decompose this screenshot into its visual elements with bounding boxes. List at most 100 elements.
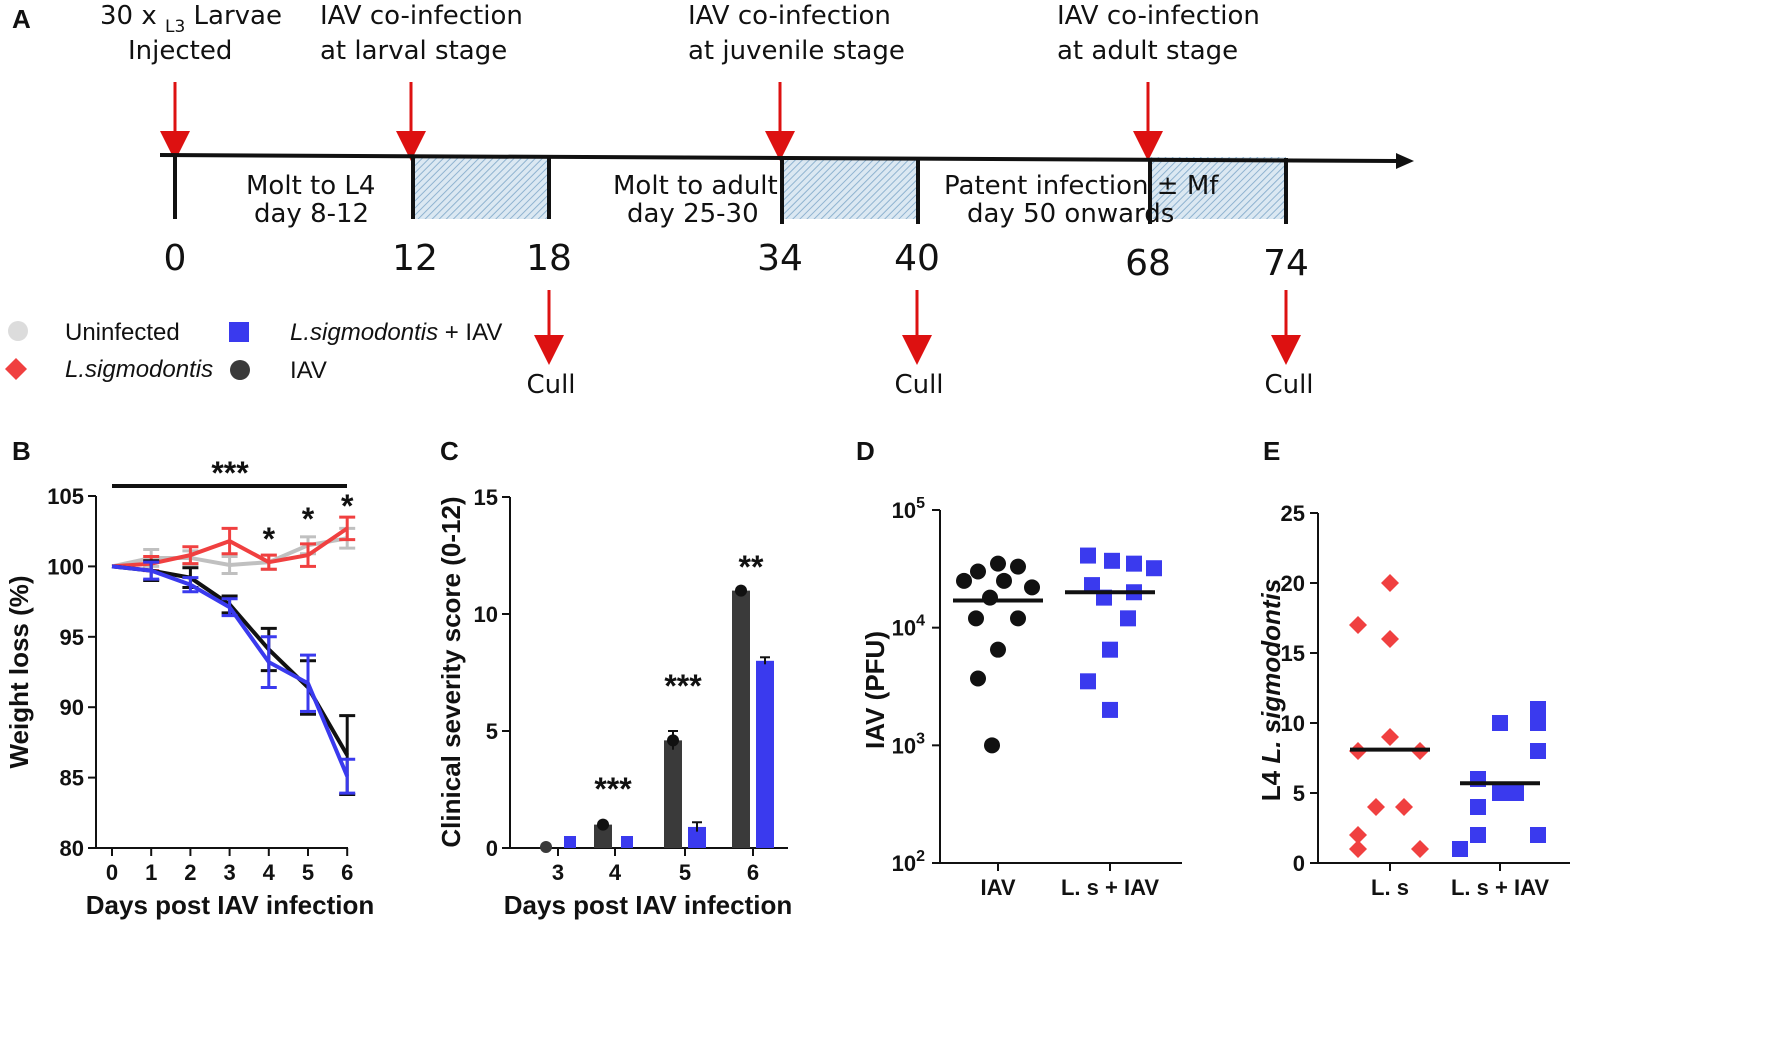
timeline-arrowhead <box>1396 153 1414 169</box>
segment1-line1: Molt to L4 <box>246 171 375 201</box>
b-series-iav <box>111 559 356 796</box>
e-point-ls <box>1349 840 1367 858</box>
d-point-ls-iav <box>1080 547 1096 564</box>
b-y-tick-label: 90 <box>60 695 84 720</box>
e-y-tick-label: 5 <box>1293 781 1305 806</box>
coinfection-adult-line2: at adult stage <box>1057 36 1238 66</box>
coinfection-juvenile-line2: at juvenile stage <box>688 36 905 66</box>
c-bar-ls-iav <box>688 826 706 848</box>
d-point-iav <box>990 641 1006 658</box>
e-points <box>1349 574 1546 858</box>
e-point-ls <box>1381 574 1399 592</box>
c-y-tick-label: 15 <box>474 485 498 510</box>
b-significance-star: * <box>302 501 315 537</box>
d-point-ls-iav <box>1102 701 1118 718</box>
c-significance-star: *** <box>664 668 702 704</box>
coinfection-adult-line1: IAV co-infection <box>1057 1 1260 31</box>
c-bar-ls-iav <box>756 660 774 848</box>
c-x-tick-label: 3 <box>552 860 564 885</box>
window-juvenile <box>782 157 918 219</box>
e-point-ls <box>1381 630 1399 648</box>
e-y-tick-label: 25 <box>1281 501 1305 526</box>
segment2-line2: day 25-30 <box>627 199 759 229</box>
day-label-18: 18 <box>526 238 572 279</box>
d-x-tick-label: IAV <box>980 875 1015 900</box>
c-bar-iav <box>594 824 612 848</box>
b-x-tick-label: 6 <box>341 860 353 885</box>
c-y-tick-label: 0 <box>486 836 498 861</box>
d-point-ls-iav <box>1102 641 1118 658</box>
c-x-ticks: 3 4 5 6 <box>552 848 759 885</box>
d-point-iav <box>996 572 1012 589</box>
d-y-tick-exponent: 3 <box>916 730 925 747</box>
b-y-tick-label: 100 <box>47 554 84 579</box>
panel-b-label: B <box>12 436 31 466</box>
cull-label-40: Cull <box>894 370 943 400</box>
d-point-iav <box>970 563 986 580</box>
c-y-tick-label: 5 <box>486 719 498 744</box>
d-y-tick-label: 102 <box>892 848 925 876</box>
d-point-iav <box>1010 610 1026 627</box>
legend-uninfected-label: Uninfected <box>65 319 180 346</box>
c-y-tick-label: 10 <box>474 602 498 627</box>
c-mean-dot <box>597 818 609 831</box>
window-adult <box>1150 157 1286 219</box>
c-bar-ls-iav <box>564 836 576 848</box>
legend-iav-marker <box>230 360 250 380</box>
b-x-tick-label: 1 <box>145 860 157 885</box>
e-y-ticks: 0 5 10 15 20 25 <box>1281 501 1318 876</box>
d-y-tick-label: 105 <box>892 495 925 523</box>
e-point-ls-iav <box>1470 799 1486 815</box>
panel-a-timeline: A 30 x L3 Larvae Injected IAV co-infecti… <box>12 1 1414 400</box>
b-series <box>111 515 356 796</box>
coinfection-larval-line1: IAV co-infection <box>320 1 523 31</box>
e-point-ls <box>1349 826 1367 844</box>
b-x-ticks: 0 1 2 3 4 5 6 <box>106 848 353 885</box>
injection-label-line1: 30 x L3 Larvae <box>100 1 282 37</box>
legend-ls-marker <box>5 358 27 380</box>
legend-uninfected-marker <box>8 321 28 341</box>
d-x-tick-label: L. s + IAV <box>1061 875 1159 900</box>
e-y-tick-label: 15 <box>1281 641 1305 666</box>
segment1-line2: day 8-12 <box>254 199 369 229</box>
d-x-ticks: IAV L. s + IAV <box>980 863 1159 900</box>
e-point-ls-iav <box>1530 827 1546 843</box>
b-x-tick-label: 3 <box>223 860 235 885</box>
c-bar-iav <box>540 841 552 853</box>
b-significance-bar-label: *** <box>211 455 249 491</box>
d-y-tick-base: 10 <box>892 733 916 758</box>
c-bars <box>540 584 774 853</box>
d-point-ls-iav <box>1080 673 1096 690</box>
e-point-ls-iav <box>1530 715 1546 731</box>
e-point-ls <box>1411 840 1429 858</box>
coinfection-juvenile-line1: IAV co-infection <box>688 1 891 31</box>
timeline-ticks <box>173 155 1288 224</box>
b-series-uninfected <box>111 526 356 575</box>
d-point-iav <box>984 737 1000 754</box>
c-significance-star: *** <box>594 771 632 807</box>
injection-label-line2: Injected <box>128 36 232 66</box>
b-y-tick-label: 105 <box>47 484 84 509</box>
e-point-ls <box>1349 616 1367 634</box>
legend-lsiav-marker <box>229 322 249 342</box>
e-point-ls-iav <box>1530 743 1546 759</box>
b-x-axis-label: Days post IAV infection <box>86 890 374 920</box>
b-x-tick-label: 5 <box>302 860 314 885</box>
e-point-ls-iav <box>1530 701 1546 717</box>
legend: Uninfected L.sigmodontis L.sigmodontis +… <box>5 319 502 384</box>
b-y-tick-label: 80 <box>60 836 84 861</box>
c-y-ticks: 0 5 10 15 <box>474 485 510 861</box>
b-y-tick-label: 95 <box>60 625 84 650</box>
e-x-ticks: L. s L. s + IAV <box>1371 863 1549 900</box>
hatched-windows <box>413 157 1286 219</box>
d-point-iav <box>970 670 986 687</box>
e-y-tick-label: 10 <box>1281 711 1305 736</box>
legend-lsiav-label: L.sigmodontis + IAV <box>290 319 502 346</box>
d-point-iav <box>990 555 1006 572</box>
e-point-ls-iav <box>1492 785 1508 801</box>
c-x-axis-label: Days post IAV infection <box>504 890 792 920</box>
d-point-ls-iav <box>1146 560 1162 577</box>
